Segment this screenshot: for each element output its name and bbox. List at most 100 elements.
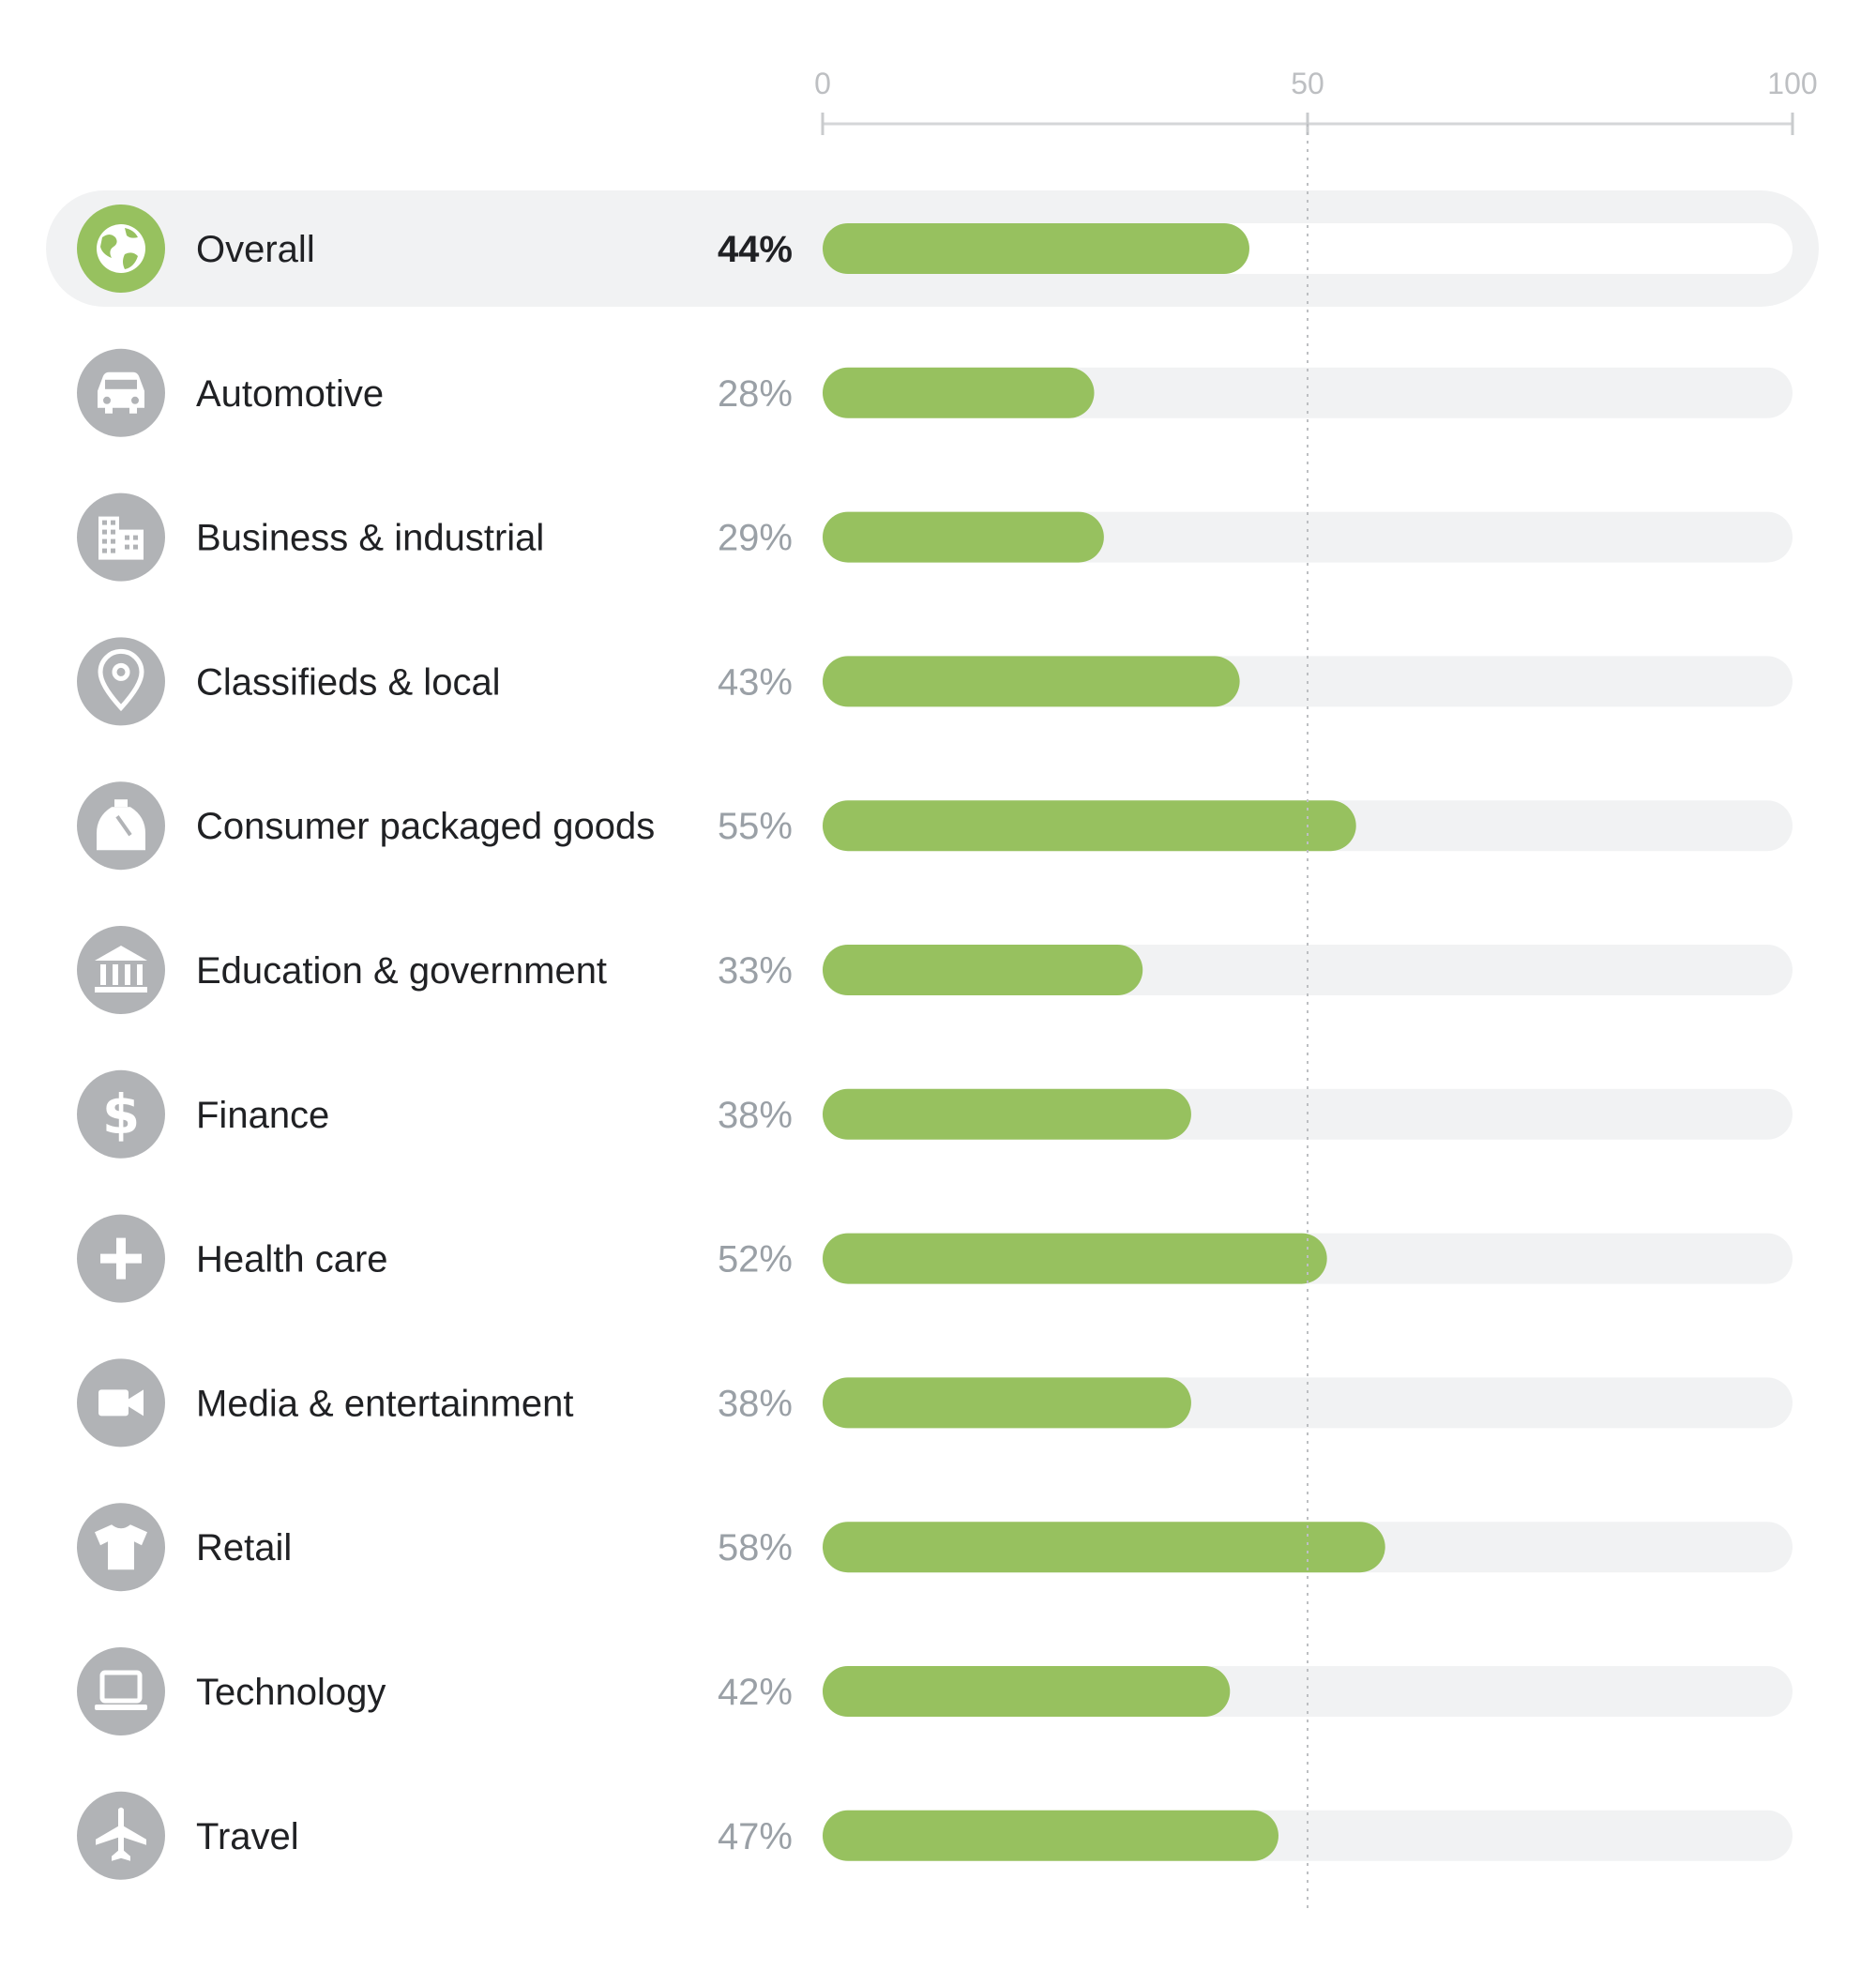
- bar: [823, 511, 1104, 563]
- car-window: [105, 379, 137, 389]
- bar: [823, 223, 1249, 274]
- airplane-shape: [96, 1807, 146, 1861]
- plus-horizontal: [100, 1253, 142, 1264]
- laptop-icon: [77, 1647, 165, 1735]
- car-body: [98, 371, 144, 414]
- value-label: 33%: [718, 950, 793, 992]
- category-label: Education & government: [196, 950, 607, 992]
- value-label: 58%: [718, 1527, 793, 1568]
- building-window: [102, 520, 107, 525]
- shirt-shape: [95, 1524, 147, 1570]
- bar: [823, 1377, 1191, 1429]
- airplane-icon: [77, 1791, 165, 1880]
- bar: [823, 800, 1356, 852]
- bar-row: $ Finance 38%: [77, 1069, 1793, 1159]
- bar-row: Consumer packaged goods 55%: [77, 781, 1793, 871]
- globe-continents: [100, 228, 138, 269]
- value-label: 42%: [718, 1672, 793, 1713]
- camera-lens: [129, 1389, 144, 1417]
- building-tall: [98, 516, 119, 560]
- bank-column: [113, 964, 118, 985]
- building-window: [125, 535, 129, 540]
- bank-column: [137, 964, 143, 985]
- bar-row: Technology 42%: [77, 1647, 1793, 1735]
- bar: [823, 1810, 1278, 1861]
- dollar-glyph: $: [102, 1083, 140, 1146]
- category-label: Health care: [196, 1239, 388, 1280]
- category-label: Classifieds & local: [196, 661, 501, 703]
- building-window: [133, 544, 138, 550]
- icon-circle: [77, 1069, 165, 1159]
- building-window: [133, 535, 138, 540]
- building-window: [102, 538, 107, 544]
- value-label: 52%: [718, 1239, 793, 1280]
- bank-column: [125, 964, 130, 985]
- building-window: [111, 538, 115, 544]
- building-window: [111, 520, 115, 525]
- car-icon: [77, 348, 165, 437]
- building-window: [111, 529, 115, 535]
- globe-icon: [77, 205, 165, 293]
- dollar-icon: $: [77, 1069, 165, 1159]
- category-label: Overall: [196, 229, 315, 270]
- car-light: [103, 396, 111, 404]
- bank-column: [100, 964, 106, 985]
- bottle-cap: [114, 799, 128, 808]
- value-label: 38%: [718, 1383, 793, 1424]
- video-camera-icon: [77, 1358, 165, 1447]
- pin-dot: [112, 662, 130, 681]
- value-label: 44%: [718, 229, 793, 270]
- value-label: 29%: [718, 518, 793, 559]
- bar: [823, 945, 1143, 995]
- bottle-body: [97, 807, 145, 851]
- category-label: Technology: [196, 1672, 386, 1713]
- bank-icon: [77, 926, 165, 1014]
- bottle-icon: [77, 781, 165, 871]
- laptop-screen: [99, 1670, 143, 1704]
- building-window: [111, 548, 115, 553]
- bank-base: [95, 987, 147, 993]
- shirt-icon: [77, 1503, 165, 1592]
- bar-row: Retail 58%: [77, 1503, 1793, 1592]
- category-label: Business & industrial: [196, 518, 544, 559]
- bar: [823, 367, 1095, 418]
- pin-outline: [98, 648, 144, 712]
- bar-row: Health care 52%: [77, 1214, 1793, 1303]
- bank-roof: [95, 946, 147, 961]
- bar-row: Media & entertainment 38%: [77, 1358, 1793, 1447]
- bar: [823, 1088, 1191, 1140]
- category-label: Finance: [196, 1095, 329, 1136]
- category-label: Travel: [196, 1816, 299, 1857]
- building-window: [102, 529, 107, 535]
- x-tick-label: 0: [814, 67, 831, 100]
- camera-body: [98, 1389, 129, 1417]
- bar: [823, 656, 1240, 707]
- value-label: 55%: [718, 806, 793, 847]
- icon-circle: [77, 926, 165, 1014]
- category-label: Retail: [196, 1527, 292, 1568]
- map-pin-icon: [77, 637, 165, 726]
- bar: [823, 1522, 1385, 1573]
- bar-row: Education & government 33%: [77, 926, 1793, 1014]
- value-label: 38%: [718, 1095, 793, 1136]
- building-window: [125, 544, 129, 550]
- bar: [823, 1233, 1327, 1284]
- icon-circle: [77, 637, 165, 726]
- building-icon: [77, 492, 165, 582]
- bar-row: Travel 47%: [77, 1791, 1793, 1880]
- bar: [823, 1666, 1231, 1717]
- bar-row: Business & industrial 29%: [77, 492, 1793, 582]
- building-short: [119, 529, 144, 560]
- value-label: 47%: [718, 1816, 793, 1857]
- laptop-base: [95, 1705, 147, 1710]
- building-window: [102, 548, 107, 553]
- bar-row: Classifieds & local 43%: [77, 637, 1793, 726]
- icon-circle: [77, 1647, 165, 1735]
- bar-row: Overall 44%: [77, 205, 1793, 293]
- bottle-mark: [115, 815, 132, 837]
- value-label: 43%: [718, 661, 793, 703]
- value-label: 28%: [718, 373, 793, 415]
- x-tick-label: 50: [1291, 67, 1324, 100]
